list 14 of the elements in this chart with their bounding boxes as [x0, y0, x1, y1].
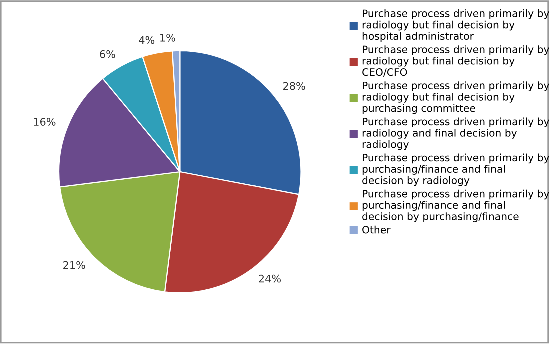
legend-label: Purchase process driven primarily by radiology but final decision by CEO/CFO	[362, 46, 550, 77]
data-label: 24%	[259, 274, 281, 283]
data-label: 6%	[100, 50, 116, 58]
data-label: 1%	[160, 34, 176, 42]
legend-label: Purchase process driven primarily by radiology but final decision by hospital administrator	[362, 10, 550, 42]
legend-label: Purchase process driven primarily by radiology and final decision by radiology	[362, 118, 550, 150]
data-label: 4%	[139, 36, 155, 44]
data-label: 28%	[284, 82, 306, 90]
legend-label: Purchase process driven primarily by radiology but final decision by purchasing committee	[362, 82, 550, 114]
legend-label: Purchase process driven primarily by purchasing/finance and final decision by purchasing/finance	[362, 190, 550, 222]
data-label: 16%	[34, 118, 56, 126]
data-label: 21%	[64, 261, 86, 270]
legend-label: Other	[362, 226, 391, 234]
legend-label: Purchase process driven primarily by purchasing/finance and final decision by radiology	[362, 154, 550, 186]
